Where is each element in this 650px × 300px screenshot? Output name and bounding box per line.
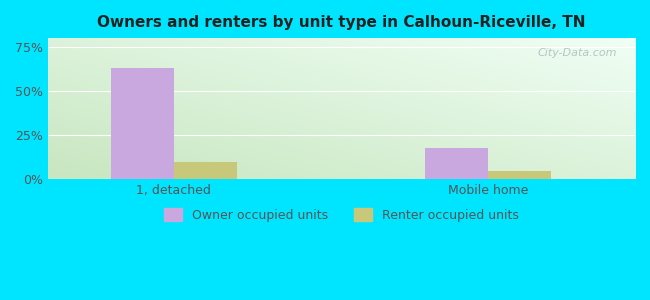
Bar [174, 162, 237, 179]
Bar [488, 171, 551, 179]
Title: Owners and renters by unit type in Calhoun-Riceville, TN: Owners and renters by unit type in Calho… [98, 15, 586, 30]
Legend: Owner occupied units, Renter occupied units: Owner occupied units, Renter occupied un… [159, 203, 524, 227]
Bar [425, 148, 488, 179]
Bar [111, 68, 174, 179]
Text: City-Data.com: City-Data.com [538, 48, 617, 58]
